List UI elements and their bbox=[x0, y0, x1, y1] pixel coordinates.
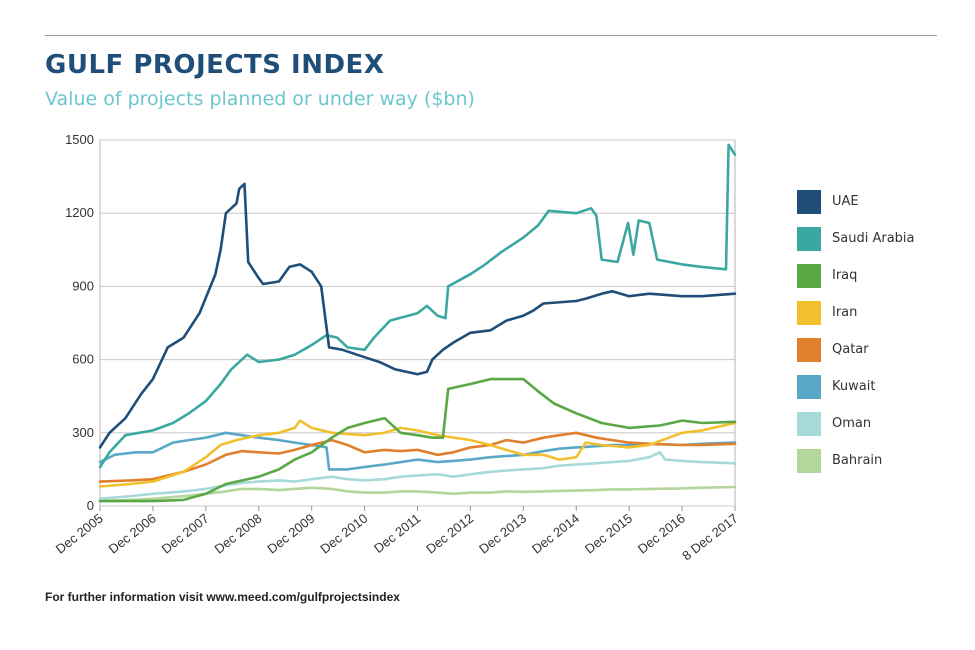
series-line-oman bbox=[98, 451, 737, 500]
x-tick-label: Dec 2012 bbox=[423, 511, 476, 557]
legend-label: Bahrain bbox=[832, 453, 883, 468]
x-tick-label: Dec 2008 bbox=[212, 511, 265, 557]
footer-note: For further information visit www.meed.c… bbox=[45, 590, 400, 604]
y-tick-label: 600 bbox=[72, 352, 94, 367]
legend-label: UAE bbox=[832, 194, 859, 209]
legend-item-iraq: Iraq bbox=[797, 257, 915, 294]
x-tick-label: 8 Dec 2017 bbox=[679, 511, 741, 564]
legend-item-bahrain: Bahrain bbox=[797, 442, 915, 479]
series-line-qatar bbox=[98, 431, 737, 483]
legend-label: Iraq bbox=[832, 268, 858, 283]
x-tick-label: Dec 2010 bbox=[317, 511, 370, 557]
x-tick-label: Dec 2005 bbox=[53, 511, 106, 557]
series-layer bbox=[98, 143, 737, 503]
legend-swatch bbox=[797, 226, 821, 251]
legend-swatch bbox=[797, 189, 821, 214]
chart-subtitle: Value of projects planned or under way (… bbox=[45, 88, 475, 110]
y-tick-label: 900 bbox=[72, 278, 94, 293]
legend-swatch bbox=[797, 411, 821, 436]
top-rule bbox=[45, 35, 937, 36]
legend-swatch bbox=[797, 263, 821, 288]
x-tick-label: Dec 2015 bbox=[582, 511, 635, 557]
legend-label: Iran bbox=[832, 305, 858, 320]
legend-swatch bbox=[797, 300, 821, 325]
y-tick-label: 0 bbox=[87, 498, 94, 513]
x-tick-label: Dec 2011 bbox=[371, 511, 423, 556]
legend-label: Oman bbox=[832, 416, 872, 431]
legend-item-kuwait: Kuwait bbox=[797, 368, 915, 405]
legend-swatch bbox=[797, 337, 821, 362]
y-tick-label: 1500 bbox=[65, 132, 94, 147]
chart-title: GULF PROJECTS INDEX bbox=[45, 50, 385, 80]
x-tick-label: Dec 2014 bbox=[529, 511, 582, 557]
x-tick-label: Dec 2006 bbox=[106, 511, 159, 557]
legend-item-iran: Iran bbox=[797, 294, 915, 331]
legend-item-oman: Oman bbox=[797, 405, 915, 442]
legend-item-saudi-arabia: Saudi Arabia bbox=[797, 220, 915, 257]
legend-label: Kuwait bbox=[832, 379, 876, 394]
series-line-bahrain bbox=[98, 485, 737, 503]
series-line-saudi-arabia bbox=[98, 143, 737, 469]
y-tick-label: 300 bbox=[72, 425, 94, 440]
legend-swatch bbox=[797, 448, 821, 473]
legend-label: Qatar bbox=[832, 342, 869, 357]
x-tick-label: Dec 2013 bbox=[476, 511, 529, 557]
legend-swatch bbox=[797, 374, 821, 399]
legend-item-qatar: Qatar bbox=[797, 331, 915, 368]
series-line-iran bbox=[98, 419, 737, 488]
x-tick-label: Dec 2007 bbox=[159, 511, 212, 557]
series-line-kuwait bbox=[98, 431, 737, 471]
y-tick-label: 1200 bbox=[65, 205, 94, 220]
x-tick-label: Dec 2009 bbox=[264, 511, 317, 557]
series-line-uae bbox=[98, 182, 737, 449]
legend: UAE Saudi Arabia Iraq Iran Qatar Kuwait Oman Ba… bbox=[797, 183, 915, 479]
series-line-iraq bbox=[98, 377, 737, 503]
legend-label: Saudi Arabia bbox=[832, 231, 915, 246]
legend-item-uae: UAE bbox=[797, 183, 915, 220]
